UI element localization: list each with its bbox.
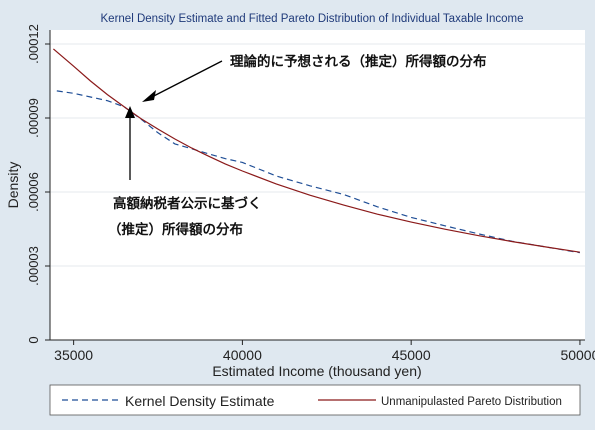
y-tick-label: .00003 xyxy=(26,246,41,286)
legend: Kernel Density Estimate Unmanipulasted P… xyxy=(49,384,581,416)
arrow-published xyxy=(125,106,135,180)
y-tick-label: .00012 xyxy=(26,24,41,64)
x-axis-title: Estimated Income (thousand yen) xyxy=(212,363,421,379)
series-line-pareto xyxy=(53,48,580,253)
annotation-theoretical: 理論的に予想される（推定）所得額の分布 xyxy=(230,53,487,70)
x-tick-label: 35000 xyxy=(54,347,93,363)
chart-title: Kernel Density Estimate and Fitted Paret… xyxy=(101,13,524,25)
y-tick-label: .00009 xyxy=(26,98,41,138)
x-tick-label: 45000 xyxy=(392,347,431,363)
y-tick-label: 0 xyxy=(26,336,41,343)
plot-area xyxy=(50,30,585,340)
x-tick-labels: 35000 40000 45000 50000 xyxy=(54,340,595,363)
legend-label-pareto: Unmanipulasted Pareto Distribution xyxy=(381,396,562,408)
series-line-kde xyxy=(56,90,581,254)
axes xyxy=(49,30,585,341)
legend-label-kde: Kernel Density Estimate xyxy=(125,393,275,409)
y-tick-labels: 0 .00003 .00006 .00009 .00012 xyxy=(26,24,50,344)
y-tick-label: .00006 xyxy=(26,172,41,212)
x-tick-label: 40000 xyxy=(223,347,262,363)
y-axis-title: Density xyxy=(5,162,21,209)
legend-box xyxy=(49,384,581,416)
x-tick-label: 50000 xyxy=(560,347,595,363)
annotation-published-line1: 高額納税者公示に基づく xyxy=(113,195,262,212)
arrow-theoretical xyxy=(142,60,223,102)
annotation-published-line2: （推定）所得額の分布 xyxy=(108,221,243,238)
series-layer xyxy=(53,48,581,254)
